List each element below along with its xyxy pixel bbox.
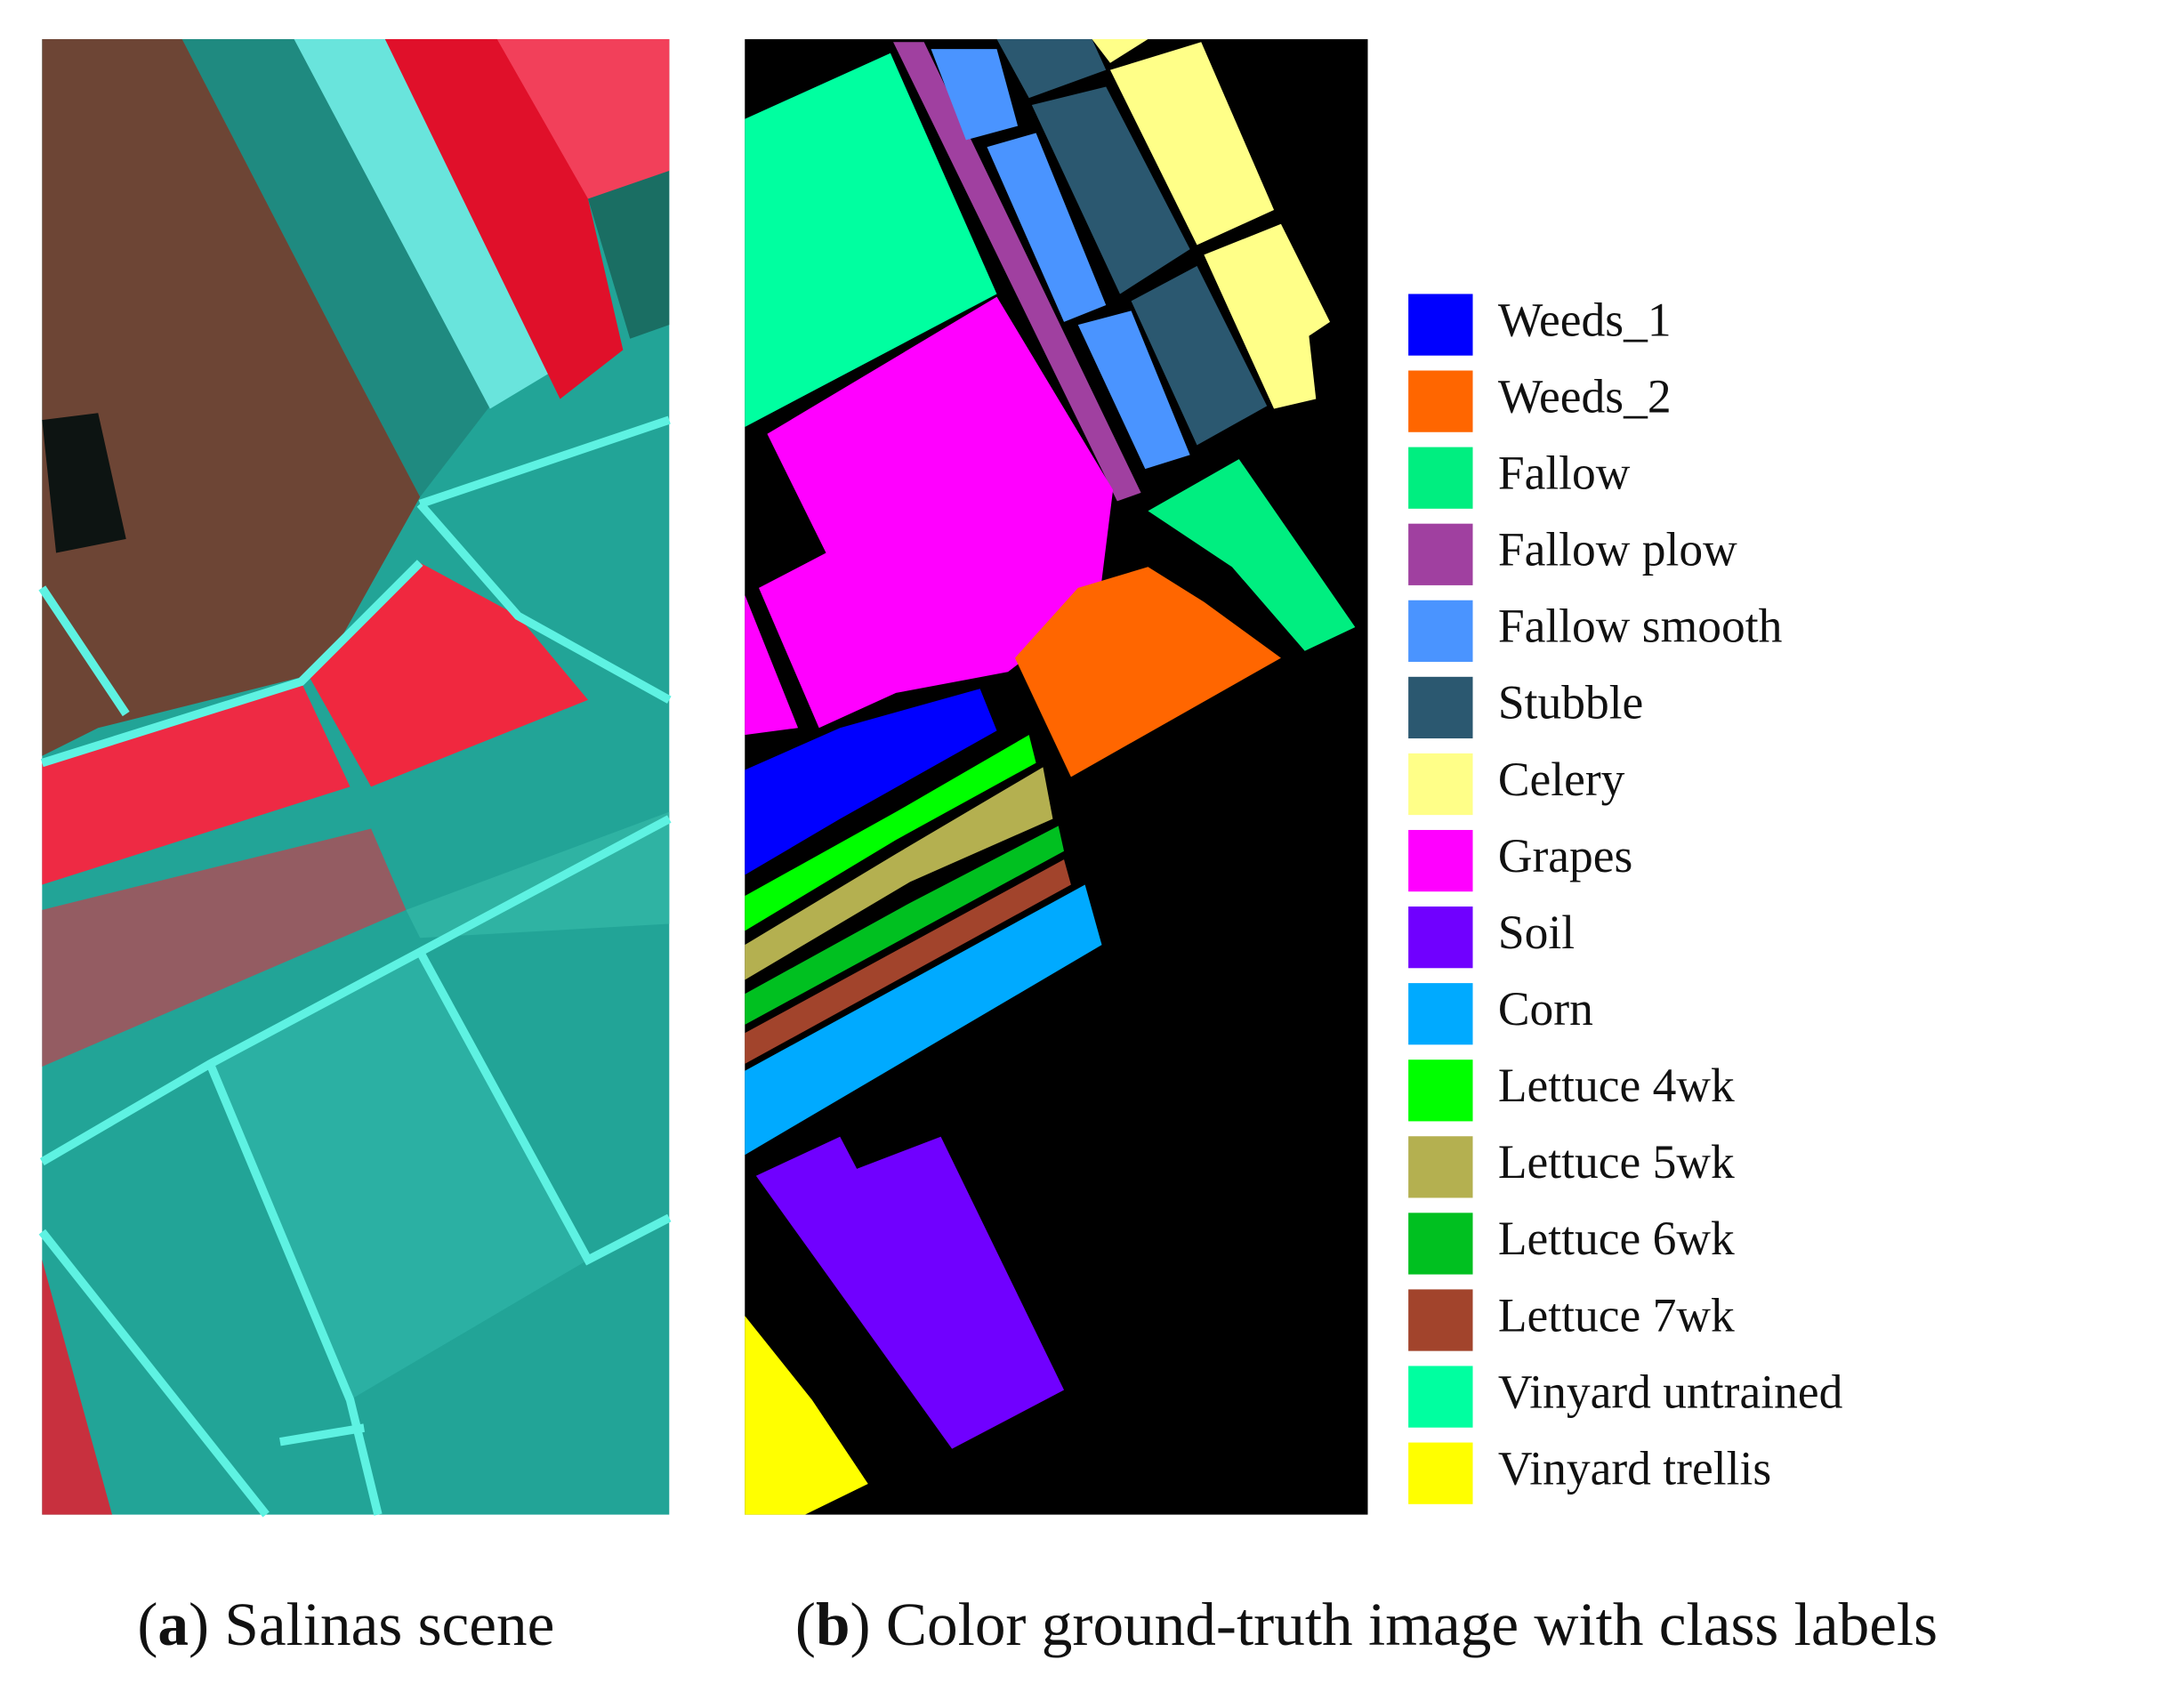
field xyxy=(406,811,670,939)
legend-swatch xyxy=(1408,829,1473,892)
class-region xyxy=(745,767,1053,980)
legend-label: Lettuce 5wk xyxy=(1498,1135,1735,1188)
legend-swatch xyxy=(1408,447,1473,509)
class-region xyxy=(1031,86,1190,294)
legend-label: Stubble xyxy=(1498,676,1643,729)
border xyxy=(416,949,672,1266)
field xyxy=(294,39,560,409)
caption-paren: ( xyxy=(137,1590,157,1658)
border xyxy=(416,501,672,704)
class-region xyxy=(987,133,1107,322)
caption-a: (a) Salinas scene xyxy=(137,1590,554,1658)
border xyxy=(418,415,671,508)
field xyxy=(42,413,126,553)
field xyxy=(42,681,351,885)
legend-swatch xyxy=(1408,1289,1473,1351)
legend: Weeds_1 Weeds_2 Fallow Fallow plow Fallow sm… xyxy=(1408,293,1843,1504)
caption-paren: ( xyxy=(795,1590,816,1658)
legend-label: Fallow xyxy=(1498,446,1631,499)
caption-text: ) Color ground-truth image with class la… xyxy=(850,1590,1938,1658)
class-region xyxy=(745,826,1065,1025)
legend-swatch xyxy=(1408,1442,1473,1504)
border xyxy=(279,1423,366,1446)
border xyxy=(40,560,423,768)
field-borders xyxy=(38,415,672,1518)
class-region xyxy=(1077,310,1190,470)
panel-label: b xyxy=(816,1590,850,1658)
field xyxy=(181,39,490,497)
legend-label: Fallow smooth xyxy=(1498,600,1783,653)
caption-text: ) Salinas scene xyxy=(189,1590,554,1658)
class-region xyxy=(745,735,1036,931)
class-region xyxy=(745,689,997,875)
legend-label: Weeds_2 xyxy=(1498,369,1672,423)
legend-swatch xyxy=(1408,370,1473,432)
legend-swatch xyxy=(1408,1136,1473,1198)
field xyxy=(42,1260,113,1515)
class-region xyxy=(745,52,997,427)
legend-swatch xyxy=(1408,294,1473,356)
field xyxy=(42,39,421,756)
class-region xyxy=(1109,42,1275,246)
class-region xyxy=(1148,459,1356,651)
class-region xyxy=(1092,39,1148,63)
legend-swatch xyxy=(1408,753,1473,816)
class-region xyxy=(758,296,1114,729)
field xyxy=(496,39,670,199)
caption-b: (b) Color ground-truth image with class … xyxy=(795,1590,1938,1658)
ground-truth-map xyxy=(745,39,1368,1515)
legend-label: Fallow plow xyxy=(1498,523,1737,576)
class-region xyxy=(755,1136,1065,1449)
legend-label: Celery xyxy=(1498,753,1625,806)
border xyxy=(38,1229,270,1518)
legend-label: Weeds_1 xyxy=(1498,293,1672,346)
legend-label: Lettuce 7wk xyxy=(1498,1288,1735,1342)
border xyxy=(206,1062,383,1516)
class-region xyxy=(745,859,1071,1064)
border xyxy=(39,815,672,1166)
class-region xyxy=(745,1316,868,1515)
salinas-scene-image xyxy=(38,39,672,1518)
legend-swatch xyxy=(1408,906,1473,969)
class-region xyxy=(1131,265,1268,446)
legend-label: Corn xyxy=(1498,982,1593,1035)
class-region xyxy=(1204,223,1331,409)
legend-swatch xyxy=(1408,1213,1473,1275)
field xyxy=(42,828,407,1068)
border xyxy=(38,585,130,717)
class-region xyxy=(1014,567,1281,778)
class-region xyxy=(893,42,1141,502)
legend-swatch xyxy=(1408,1366,1473,1428)
legend-swatch xyxy=(1408,1060,1473,1122)
panel-label: a xyxy=(157,1590,189,1658)
class-region xyxy=(745,594,799,736)
class-region xyxy=(996,39,1107,99)
legend-label: Lettuce 6wk xyxy=(1498,1212,1735,1265)
class-region xyxy=(745,884,1102,1156)
legend-swatch xyxy=(1408,983,1473,1045)
legend-label: Lettuce 4wk xyxy=(1498,1059,1735,1112)
legend-label: Vinyard trellis xyxy=(1498,1441,1771,1495)
legend-label: Soil xyxy=(1498,906,1575,959)
legend-swatch xyxy=(1408,676,1473,739)
legend-label: Grapes xyxy=(1498,829,1633,882)
legend-swatch xyxy=(1408,600,1473,662)
class-region xyxy=(931,49,1019,141)
legend-swatch xyxy=(1408,523,1473,585)
field xyxy=(588,170,670,339)
legend-label: Vinyard untrained xyxy=(1498,1365,1843,1418)
